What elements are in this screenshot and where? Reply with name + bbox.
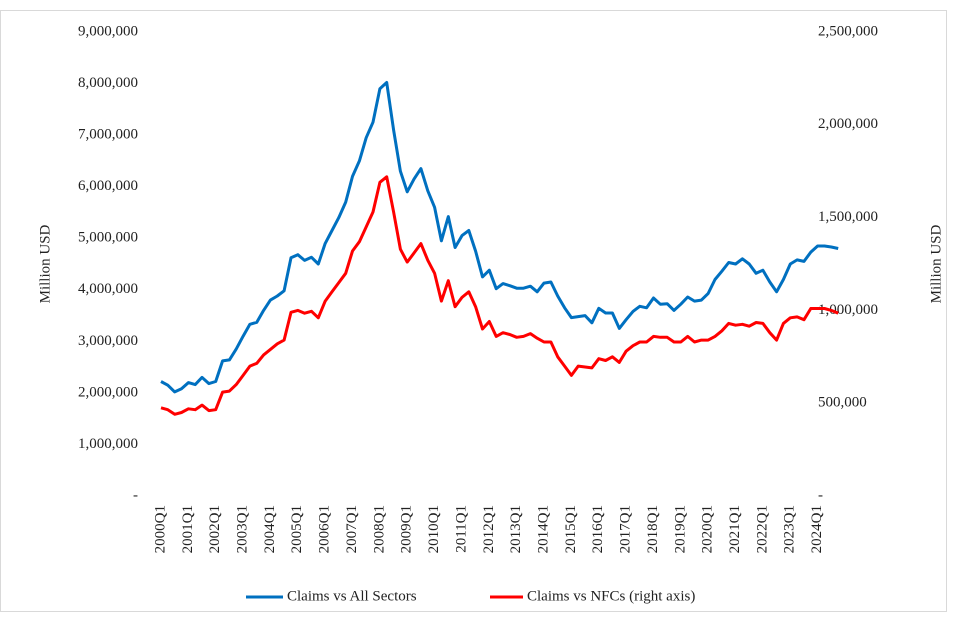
y2-tick-label: - — [818, 487, 823, 503]
y-tick-label: 6,000,000 — [78, 178, 138, 194]
legend-label: Claims vs All Sectors — [287, 588, 417, 604]
x-tick-label: 2006Q1 — [317, 505, 333, 553]
x-tick-label: 2019Q1 — [672, 505, 688, 553]
x-tick-label: 2001Q1 — [180, 505, 196, 553]
x-tick-label: 2005Q1 — [289, 505, 305, 553]
x-tick-label: 2008Q1 — [371, 505, 387, 553]
y2-tick-label: 2,000,000 — [818, 116, 878, 132]
y-axis-label: Million USD — [37, 224, 53, 303]
x-tick-label: 2018Q1 — [645, 505, 661, 553]
x-tick-label: 2013Q1 — [508, 505, 524, 553]
y-tick-label: - — [133, 487, 138, 503]
x-tick-label: 2022Q1 — [754, 505, 770, 553]
y-tick-label: 8,000,000 — [78, 75, 138, 91]
x-tick-label: 2011Q1 — [453, 505, 469, 553]
legend-label: Claims vs NFCs (right axis) — [527, 588, 695, 604]
y-tick-label: 5,000,000 — [78, 230, 138, 246]
x-tick-label: 2009Q1 — [399, 505, 415, 553]
x-tick-label: 2004Q1 — [262, 505, 278, 553]
y-tick-label: 7,000,000 — [78, 127, 138, 143]
x-tick-label: 2007Q1 — [344, 505, 360, 553]
y-tick-label: 3,000,000 — [78, 333, 138, 349]
y2-tick-label: 2,500,000 — [818, 23, 878, 39]
y-tick-label: 2,000,000 — [78, 384, 138, 400]
y-tick-label: 1,000,000 — [78, 436, 138, 452]
x-tick-label: 2020Q1 — [700, 505, 716, 553]
series-line — [160, 175, 839, 416]
y-tick-label: 4,000,000 — [78, 281, 138, 297]
y2-tick-label: 500,000 — [818, 395, 867, 411]
x-tick-label: 2003Q1 — [235, 505, 251, 553]
y2-axis-label: Million USD — [928, 224, 944, 303]
x-tick-label: 2024Q1 — [809, 505, 825, 553]
x-tick-label: 2000Q1 — [152, 505, 168, 553]
x-tick-label: 2021Q1 — [727, 505, 743, 553]
x-tick-label: 2017Q1 — [618, 505, 634, 553]
x-tick-label: 2002Q1 — [207, 505, 223, 553]
y2-tick-label: 1,000,000 — [818, 302, 878, 318]
series-line — [160, 81, 839, 394]
x-tick-label: 2012Q1 — [481, 505, 497, 553]
x-tick-label: 2015Q1 — [563, 505, 579, 553]
chart-frame — [0, 10, 947, 612]
x-tick-label: 2014Q1 — [535, 505, 551, 553]
y2-tick-label: 1,500,000 — [818, 209, 878, 225]
x-tick-label: 2023Q1 — [782, 505, 798, 553]
y-tick-label: 9,000,000 — [78, 23, 138, 39]
x-tick-label: 2010Q1 — [426, 505, 442, 553]
x-tick-label: 2016Q1 — [590, 505, 606, 553]
